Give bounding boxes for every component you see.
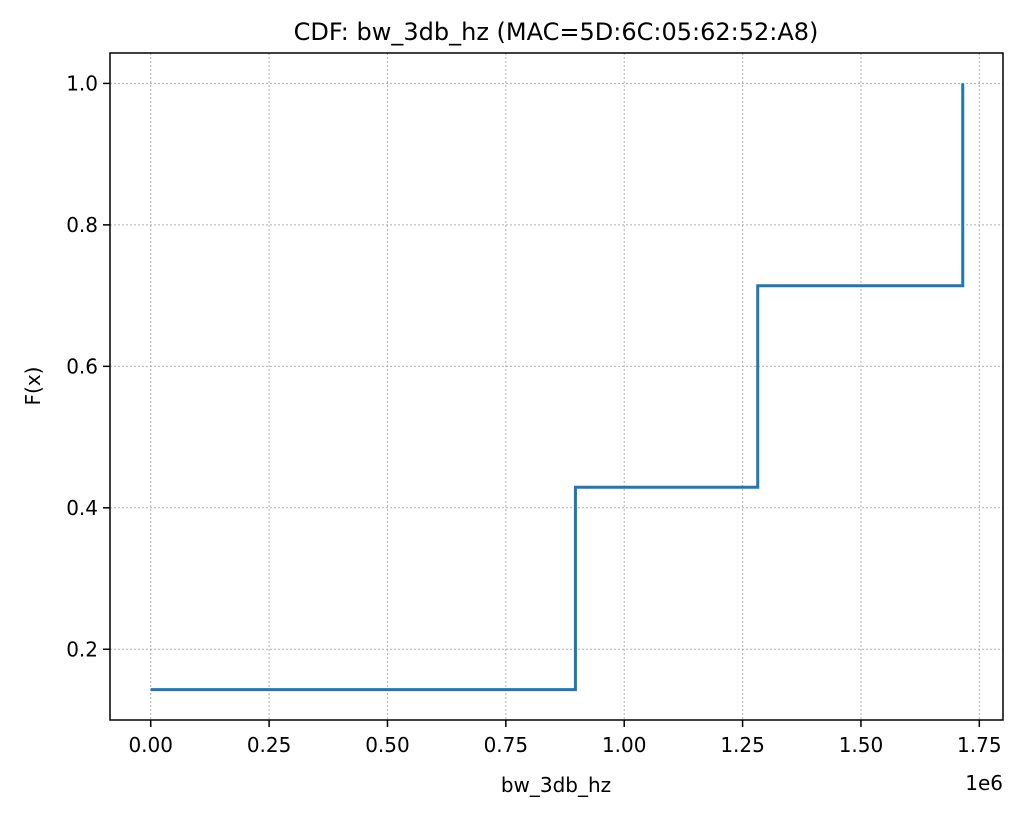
x-tick-label: 0.75 bbox=[484, 733, 529, 757]
x-axis: 0.00 0.25 0.50 0.75 1.00 1.25 1.50 1.75 bbox=[128, 720, 1002, 757]
x-tick-label: 0.00 bbox=[128, 733, 173, 757]
x-tick-label: 1.50 bbox=[839, 733, 884, 757]
y-axis-label: F(x) bbox=[21, 367, 45, 406]
x-tick-label: 1.25 bbox=[720, 733, 765, 757]
x-offset-label: 1e6 bbox=[965, 771, 1003, 795]
y-tick-label: 0.4 bbox=[66, 496, 98, 520]
plot-frame bbox=[109, 52, 1004, 721]
series-layer bbox=[150, 83, 965, 692]
y-tick-label: 0.2 bbox=[66, 637, 98, 661]
grid bbox=[110, 53, 1003, 720]
y-tick-label: 0.6 bbox=[66, 354, 98, 378]
y-axis: 0.2 0.4 0.6 0.8 1.0 bbox=[66, 71, 110, 661]
cdf-step-line bbox=[150, 83, 965, 692]
chart-title: CDF: bw_3db_hz (MAC=5D:6C:05:62:52:A8) bbox=[294, 18, 819, 46]
x-tick-label: 1.00 bbox=[602, 733, 647, 757]
x-tick-label: 0.50 bbox=[365, 733, 410, 757]
y-tick-label: 0.8 bbox=[66, 213, 98, 237]
x-tick-label: 1.75 bbox=[957, 733, 1002, 757]
x-axis-label: bw_3db_hz bbox=[501, 773, 611, 797]
x-tick-label: 0.25 bbox=[247, 733, 292, 757]
y-tick-label: 1.0 bbox=[66, 71, 98, 95]
